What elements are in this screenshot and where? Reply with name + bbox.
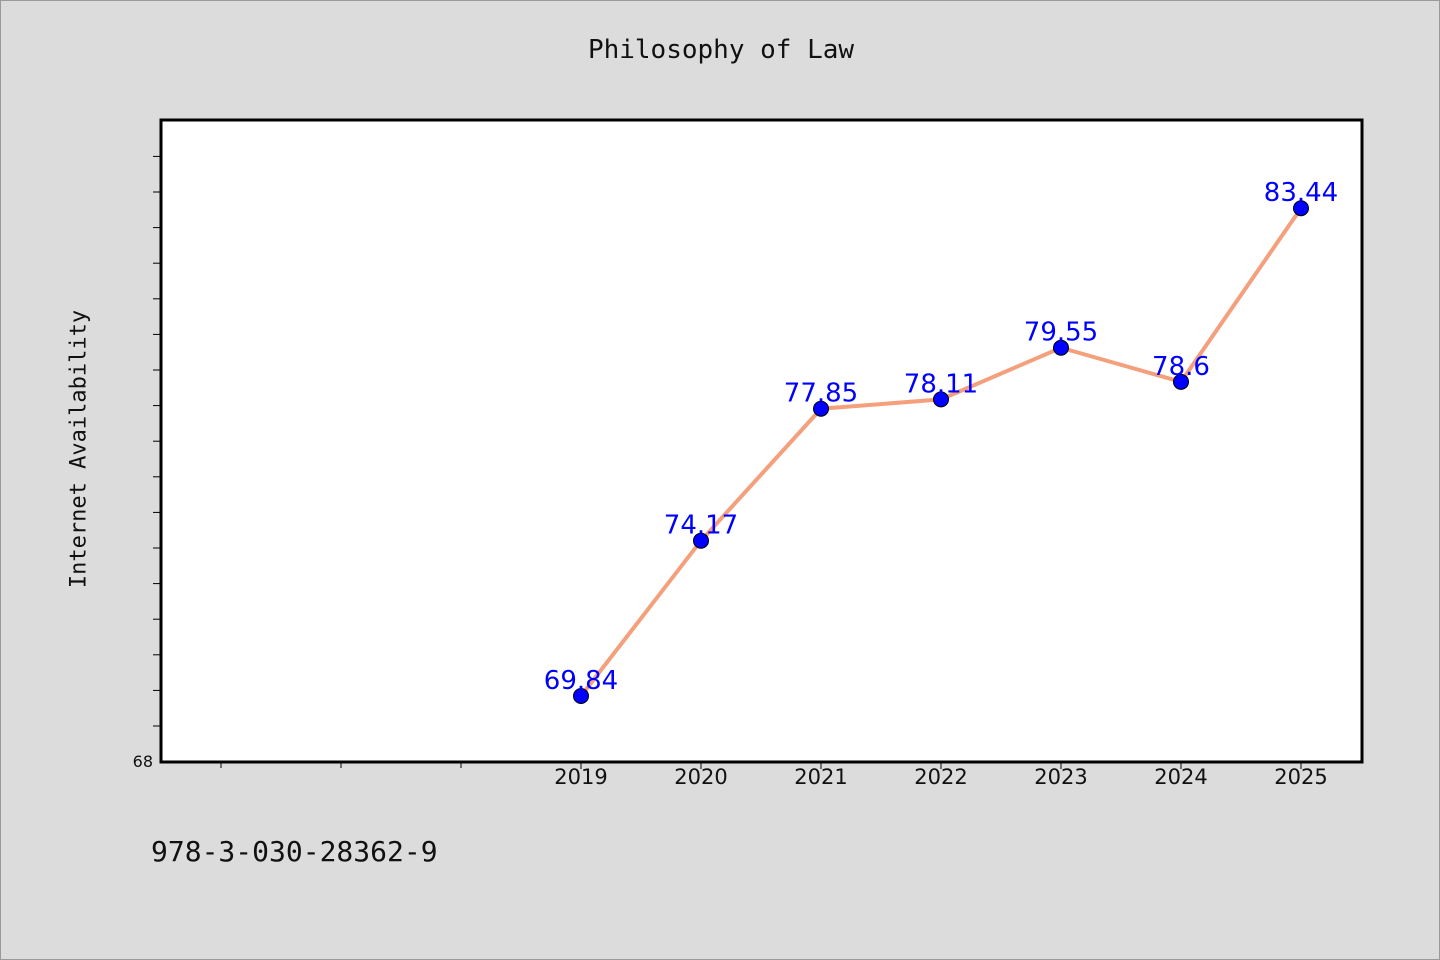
data-label: 78.11 — [904, 369, 978, 399]
data-point — [813, 400, 829, 417]
data-labels: 69.84 74.17 77.85 78.11 79.55 78.6 83.44 — [544, 178, 1338, 696]
data-point — [573, 688, 589, 705]
data-label: 79.55 — [1024, 318, 1098, 348]
x-tick-label: 2021 — [794, 765, 847, 789]
plot-area — [159, 118, 1364, 764]
y-axis-ticks — [153, 155, 161, 727]
series-points — [573, 200, 1309, 705]
data-label: 83.44 — [1264, 178, 1338, 208]
x-axis-minor-ticks — [220, 762, 462, 768]
x-tick-label: 2022 — [914, 765, 967, 789]
data-label: 77.85 — [784, 379, 858, 409]
data-label: 69.84 — [544, 666, 618, 696]
chart-title: Philosophy of Law — [587, 35, 855, 65]
y-tick-label: 68 — [133, 752, 153, 771]
data-point — [1053, 339, 1069, 356]
x-tick-label: 2024 — [1154, 765, 1207, 789]
x-tick-label: 2020 — [674, 765, 727, 789]
x-tick-label: 2025 — [1274, 765, 1327, 789]
data-label: 74.17 — [664, 511, 738, 541]
x-tick-label: 2023 — [1034, 765, 1087, 789]
data-point — [1173, 373, 1189, 390]
data-point — [933, 391, 949, 408]
x-tick-label: 2019 — [554, 765, 607, 789]
data-point — [693, 532, 709, 549]
data-point — [1293, 200, 1309, 217]
x-axis-ticks — [580, 762, 1302, 769]
isbn-code: 978-3-030-28362-9 — [151, 835, 438, 868]
x-tick-labels: 2019 2020 2021 2022 2023 2024 2025 — [554, 765, 1327, 789]
data-label: 78.6 — [1152, 352, 1210, 382]
